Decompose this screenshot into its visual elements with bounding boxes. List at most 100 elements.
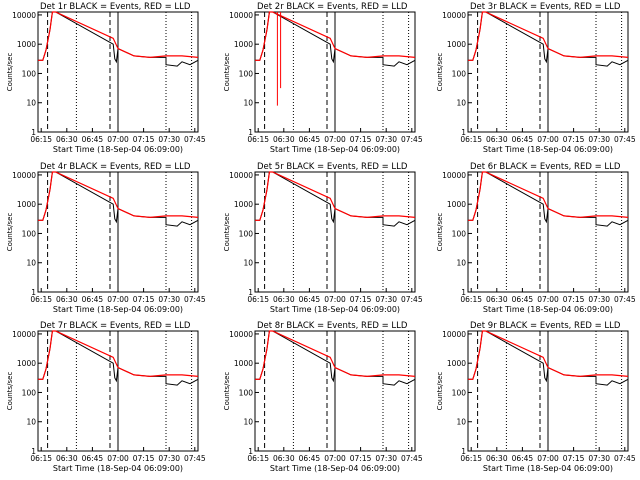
chart-title: Det 5r BLACK = Events, RED = LLD: [257, 162, 408, 172]
x-tick-label: 06:15: [247, 135, 269, 144]
x-axis-label: Start Time (18-Sep-04 06:09:00): [270, 145, 400, 154]
x-tick-label: 06:15: [30, 454, 52, 463]
chart-panel: Det 4r BLACK = Events, RED = LLD Counts/s…: [6, 162, 206, 314]
y-tick-label: 1000: [447, 40, 466, 49]
x-tick-label: 07:00: [324, 135, 346, 144]
y-tick-label: 1: [31, 128, 36, 137]
y-axis-label: Counts/sec: [223, 372, 231, 411]
x-tick-label: 06:15: [460, 454, 482, 463]
x-tick-label: 07:45: [614, 454, 636, 463]
x-tick-label: 07:45: [614, 295, 636, 304]
x-axis-label: Start Time (18-Sep-04 06:09:00): [483, 145, 613, 154]
x-tick-label: 07:15: [133, 135, 155, 144]
y-tick-label: 10000: [229, 171, 253, 180]
y-tick-label: 1000: [17, 40, 36, 49]
x-tick-label: 06:30: [486, 135, 508, 144]
y-tick-label: 100: [22, 69, 37, 78]
y-axis-label: Counts/sec: [223, 53, 231, 92]
x-tick-label: 07:30: [375, 295, 397, 304]
x-tick-label: 07:00: [107, 454, 129, 463]
y-tick-label: 1000: [17, 200, 36, 209]
x-tick-label: 07:00: [107, 135, 129, 144]
x-tick-label: 07:30: [375, 135, 397, 144]
x-tick-label: 06:30: [56, 454, 78, 463]
y-axis-label: Counts/sec: [6, 372, 14, 411]
chart-title: Det 9r BLACK = Events, RED = LLD: [470, 321, 621, 331]
x-tick-label: 06:30: [486, 295, 508, 304]
x-tick-label: 07:00: [107, 295, 129, 304]
x-tick-label: 06:45: [82, 135, 104, 144]
x-tick-label: 06:45: [299, 135, 321, 144]
y-tick-label: 10: [26, 418, 36, 427]
y-tick-label: 100: [452, 69, 467, 78]
x-tick-label: 06:30: [273, 295, 295, 304]
x-axis-label: Start Time (18-Sep-04 06:09:00): [483, 464, 613, 473]
y-tick-label: 1: [248, 128, 253, 137]
x-tick-label: 06:30: [486, 454, 508, 463]
y-tick-label: 1: [248, 447, 253, 456]
x-tick-label: 07:45: [184, 454, 206, 463]
x-tick-label: 06:15: [247, 454, 269, 463]
lld-series-line: [38, 330, 199, 380]
x-tick-label: 06:30: [273, 135, 295, 144]
x-tick-label: 07:15: [350, 135, 372, 144]
y-axis-label: Counts/sec: [436, 372, 444, 411]
x-tick-label: 07:45: [184, 295, 206, 304]
y-axis-label: Counts/sec: [436, 53, 444, 92]
x-axis-label: Start Time (18-Sep-04 06:09:00): [483, 305, 613, 314]
y-tick-label: 10000: [442, 171, 466, 180]
x-axis-label: Start Time (18-Sep-04 06:09:00): [53, 145, 183, 154]
chart-panel: Det 9r BLACK = Events, RED = LLD Counts/s…: [436, 321, 636, 473]
chart-title: Det 7r BLACK = Events, RED = LLD: [40, 321, 191, 331]
y-tick-label: 10000: [442, 11, 466, 20]
y-tick-label: 1000: [234, 359, 253, 368]
chart-title: Det 6r BLACK = Events, RED = LLD: [470, 162, 621, 172]
y-tick-label: 10: [243, 259, 253, 268]
x-tick-label: 07:00: [537, 135, 559, 144]
y-tick-label: 100: [239, 69, 254, 78]
y-tick-label: 10000: [442, 330, 466, 339]
lld-series-line: [38, 171, 199, 221]
x-tick-label: 06:15: [460, 135, 482, 144]
chart-panel: Det 7r BLACK = Events, RED = LLD Counts/s…: [6, 321, 206, 473]
x-tick-label: 07:30: [588, 135, 610, 144]
x-tick-label: 06:45: [299, 295, 321, 304]
y-tick-label: 1000: [17, 359, 36, 368]
y-tick-label: 1: [31, 447, 36, 456]
x-tick-label: 06:45: [82, 454, 104, 463]
x-tick-label: 07:15: [350, 295, 372, 304]
x-axis-label: Start Time (18-Sep-04 06:09:00): [270, 305, 400, 314]
chart-panel: Det 6r BLACK = Events, RED = LLD Counts/s…: [436, 162, 636, 314]
x-tick-label: 07:45: [401, 135, 423, 144]
y-tick-label: 1: [461, 128, 466, 137]
y-tick-label: 10: [456, 259, 466, 268]
y-axis-label: Counts/sec: [6, 53, 14, 92]
x-tick-label: 06:45: [512, 295, 534, 304]
y-axis-label: Counts/sec: [6, 213, 14, 252]
x-tick-label: 06:45: [512, 454, 534, 463]
x-tick-label: 06:15: [247, 295, 269, 304]
chart-panel: Det 3r BLACK = Events, RED = LLD Counts/s…: [436, 2, 636, 154]
x-tick-label: 06:45: [299, 454, 321, 463]
x-tick-label: 07:00: [537, 295, 559, 304]
chart-title: Det 2r BLACK = Events, RED = LLD: [257, 2, 408, 12]
x-tick-label: 07:15: [563, 295, 585, 304]
y-tick-label: 1000: [447, 359, 466, 368]
x-tick-label: 07:45: [401, 454, 423, 463]
lld-series-line: [38, 11, 199, 61]
lld-spike-line: [276, 12, 282, 106]
x-tick-label: 06:30: [56, 295, 78, 304]
y-tick-label: 100: [22, 229, 37, 238]
chart-panel: Det 1r BLACK = Events, RED = LLD Counts/s…: [6, 2, 206, 154]
x-tick-label: 06:45: [82, 295, 104, 304]
y-tick-label: 1: [461, 447, 466, 456]
x-tick-label: 07:30: [158, 454, 180, 463]
x-tick-label: 06:15: [30, 135, 52, 144]
y-tick-label: 10000: [12, 330, 36, 339]
x-tick-label: 07:00: [324, 295, 346, 304]
x-tick-label: 07:15: [133, 295, 155, 304]
x-tick-label: 07:15: [133, 454, 155, 463]
chart-title: Det 4r BLACK = Events, RED = LLD: [40, 162, 191, 172]
lld-series-line: [468, 11, 629, 61]
